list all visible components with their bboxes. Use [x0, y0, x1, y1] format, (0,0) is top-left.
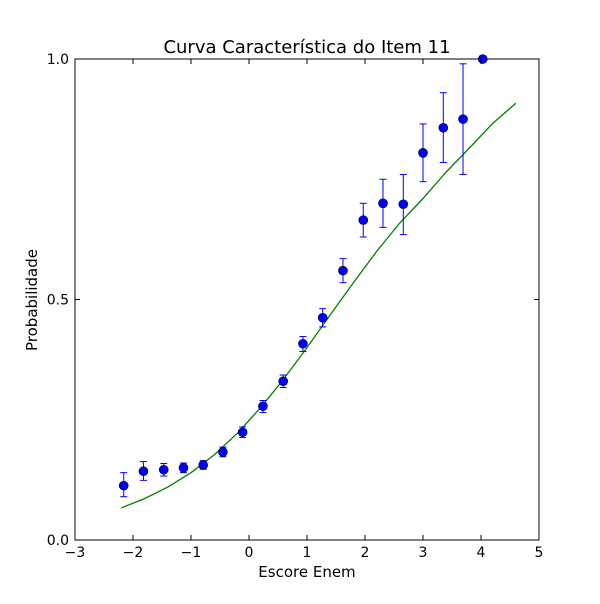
y-tick-label: 1.0 — [47, 52, 69, 68]
x-tick-label: 0 — [245, 545, 254, 561]
x-tick-label: 4 — [477, 545, 486, 561]
x-tick-label: −1 — [181, 545, 202, 561]
data-point — [278, 376, 289, 387]
data-point — [418, 147, 428, 158]
x-tick-label: 5 — [535, 545, 544, 561]
data-point — [338, 265, 348, 276]
x-axis-label: Escore Enem — [258, 563, 355, 581]
data-point — [178, 463, 189, 473]
data-point — [237, 427, 248, 438]
y-tick-label: 0.5 — [47, 293, 69, 309]
data-points-layer — [118, 54, 488, 491]
x-tick-label: −2 — [123, 545, 144, 561]
data-point — [477, 54, 488, 64]
tick-layer: −3 −2 −1 0 1 2 3 4 5 0.0 0.5 1.0 — [47, 52, 544, 561]
fitted-curve — [121, 102, 517, 509]
data-point — [358, 215, 369, 225]
data-point — [258, 401, 268, 412]
data-point — [378, 198, 388, 209]
x-tick-label: 2 — [361, 545, 370, 561]
x-tick-label: 1 — [303, 545, 312, 561]
data-point — [398, 199, 409, 210]
data-point — [298, 338, 308, 349]
x-tick-label: 3 — [419, 545, 428, 561]
data-point — [317, 312, 328, 323]
data-point — [218, 447, 228, 457]
data-point — [458, 114, 468, 124]
chart-title: Curva Característica do Item 11 — [163, 37, 450, 58]
data-point — [138, 466, 149, 477]
data-point — [438, 122, 449, 133]
y-tick-label: 0.0 — [47, 533, 69, 549]
fitted-curve-layer — [121, 102, 517, 509]
data-point — [158, 464, 169, 475]
y-axis-label: Probabilidade — [23, 249, 41, 351]
data-point — [198, 460, 208, 470]
x-tick-label: −3 — [65, 545, 86, 561]
plot-area — [74, 58, 540, 541]
data-point — [118, 480, 129, 491]
